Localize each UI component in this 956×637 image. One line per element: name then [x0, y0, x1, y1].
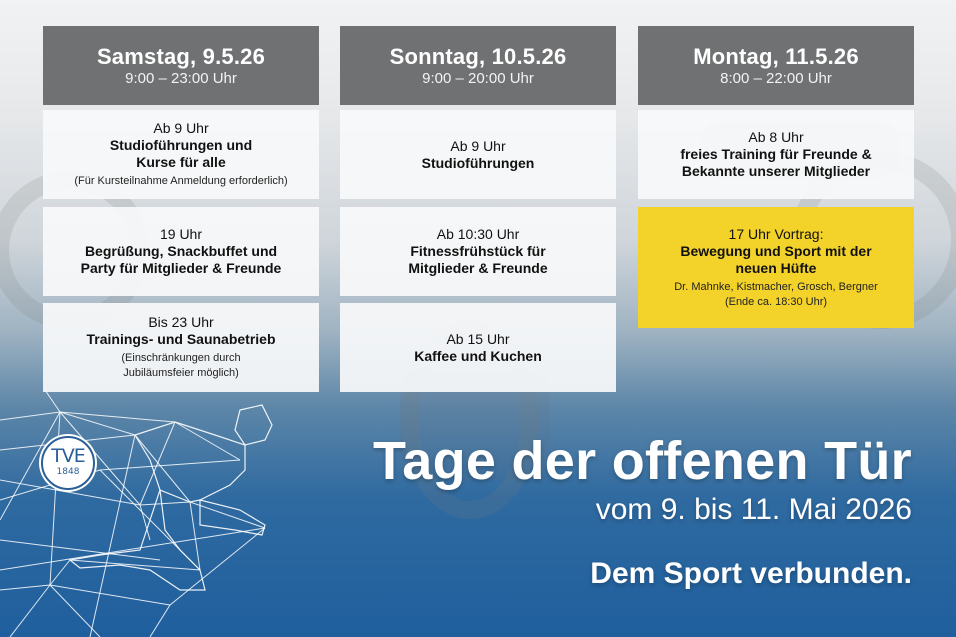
event-card: Ab 9 Uhr Studioführungen	[340, 110, 616, 199]
tve-club-logo: TVE 1848	[41, 436, 95, 490]
event-title: Kurse für alle	[136, 154, 226, 170]
event-card: Ab 10:30 Uhr Fitnessfrühstück für Mitgli…	[340, 207, 616, 296]
event-title: Trainings- und Saunabetrieb	[86, 331, 276, 347]
day-column-sunday: Sonntag, 10.5.26 9:00 – 20:00 Uhr Ab 9 U…	[340, 26, 616, 392]
event-title: Studioführungen	[421, 154, 535, 171]
day-title: Sonntag, 10.5.26	[389, 44, 567, 69]
logo-year: 1848	[56, 467, 80, 477]
event-time: 17 Uhr Vortrag:	[728, 225, 824, 242]
hero-dates: vom 9. bis 11. Mai 2026	[595, 493, 912, 526]
logo-letters: TVE	[51, 445, 86, 467]
event-title: Bewegung und Sport mit der	[680, 242, 872, 259]
day-title: Samstag, 9.5.26	[96, 44, 266, 69]
event-title: Studioführungen und	[109, 137, 253, 153]
hero-section: Tage der offenen Tür vom 9. bis 11. Mai …	[373, 430, 912, 592]
event-title: Mitglieder & Freunde	[408, 260, 548, 276]
hero-tagline: Dem Sport verbunden.	[590, 557, 912, 590]
event-card: Ab 9 Uhr Studioführungen und Kurse für a…	[43, 110, 319, 199]
event-card: Bis 23 Uhr Trainings- und Saunabetrieb (…	[43, 303, 319, 392]
day-hours: 8:00 – 22:00 Uhr	[720, 70, 832, 87]
event-title: Kaffee und Kuchen	[414, 347, 542, 364]
event-note: (Für Kursteilnahme Anmeldung erforderlic…	[74, 175, 288, 187]
event-card: Ab 15 Uhr Kaffee und Kuchen	[340, 303, 616, 392]
day-title: Montag, 11.5.26	[693, 44, 859, 69]
event-card: Ab 8 Uhr freies Training für Freunde & B…	[638, 110, 914, 199]
event-time: Bis 23 Uhr	[148, 314, 214, 330]
event-time: Ab 10:30 Uhr	[436, 226, 520, 242]
event-card-highlighted-lecture: 17 Uhr Vortrag: Bewegung und Sport mit d…	[638, 207, 914, 328]
day-header: Sonntag, 10.5.26 9:00 – 20:00 Uhr	[340, 26, 616, 105]
event-title: freies Training für Freunde &	[680, 146, 872, 162]
event-speakers: Dr. Mahnke, Kistmacher, Grosch, Bergner	[674, 280, 878, 293]
event-title: Fitnessfrühstück für	[410, 243, 546, 259]
event-time: Ab 9 Uhr	[450, 137, 506, 154]
event-title: Party für Mitglieder & Freunde	[80, 260, 282, 276]
event-time: Ab 15 Uhr	[446, 330, 510, 347]
event-note: (Einschränkungen durch	[121, 352, 241, 364]
day-column-saturday: Samstag, 9.5.26 9:00 – 23:00 Uhr Ab 9 Uh…	[43, 26, 319, 392]
day-hours: 9:00 – 20:00 Uhr	[422, 70, 534, 87]
event-title: Begrüßung, Snackbuffet und	[84, 243, 278, 259]
day-header: Montag, 11.5.26 8:00 – 22:00 Uhr	[638, 26, 914, 105]
event-title: neuen Hüfte	[735, 259, 817, 276]
day-column-monday: Montag, 11.5.26 8:00 – 22:00 Uhr Ab 8 Uh…	[638, 26, 914, 328]
event-time: Ab 9 Uhr	[153, 120, 209, 136]
event-card: 19 Uhr Begrüßung, Snackbuffet und Party …	[43, 207, 319, 296]
event-time: Ab 8 Uhr	[748, 129, 804, 145]
event-note: (Ende ca. 18:30 Uhr)	[724, 295, 828, 308]
day-header: Samstag, 9.5.26 9:00 – 23:00 Uhr	[43, 26, 319, 105]
event-time: 19 Uhr	[159, 226, 203, 242]
day-hours: 9:00 – 23:00 Uhr	[125, 70, 237, 87]
event-note: Jubiläumsfeier möglich)	[123, 367, 239, 379]
hero-title: Tage der offenen Tür	[372, 431, 912, 491]
event-title: Bekannte unserer Mitglieder	[681, 163, 871, 179]
runner-network-graphic	[0, 390, 273, 637]
